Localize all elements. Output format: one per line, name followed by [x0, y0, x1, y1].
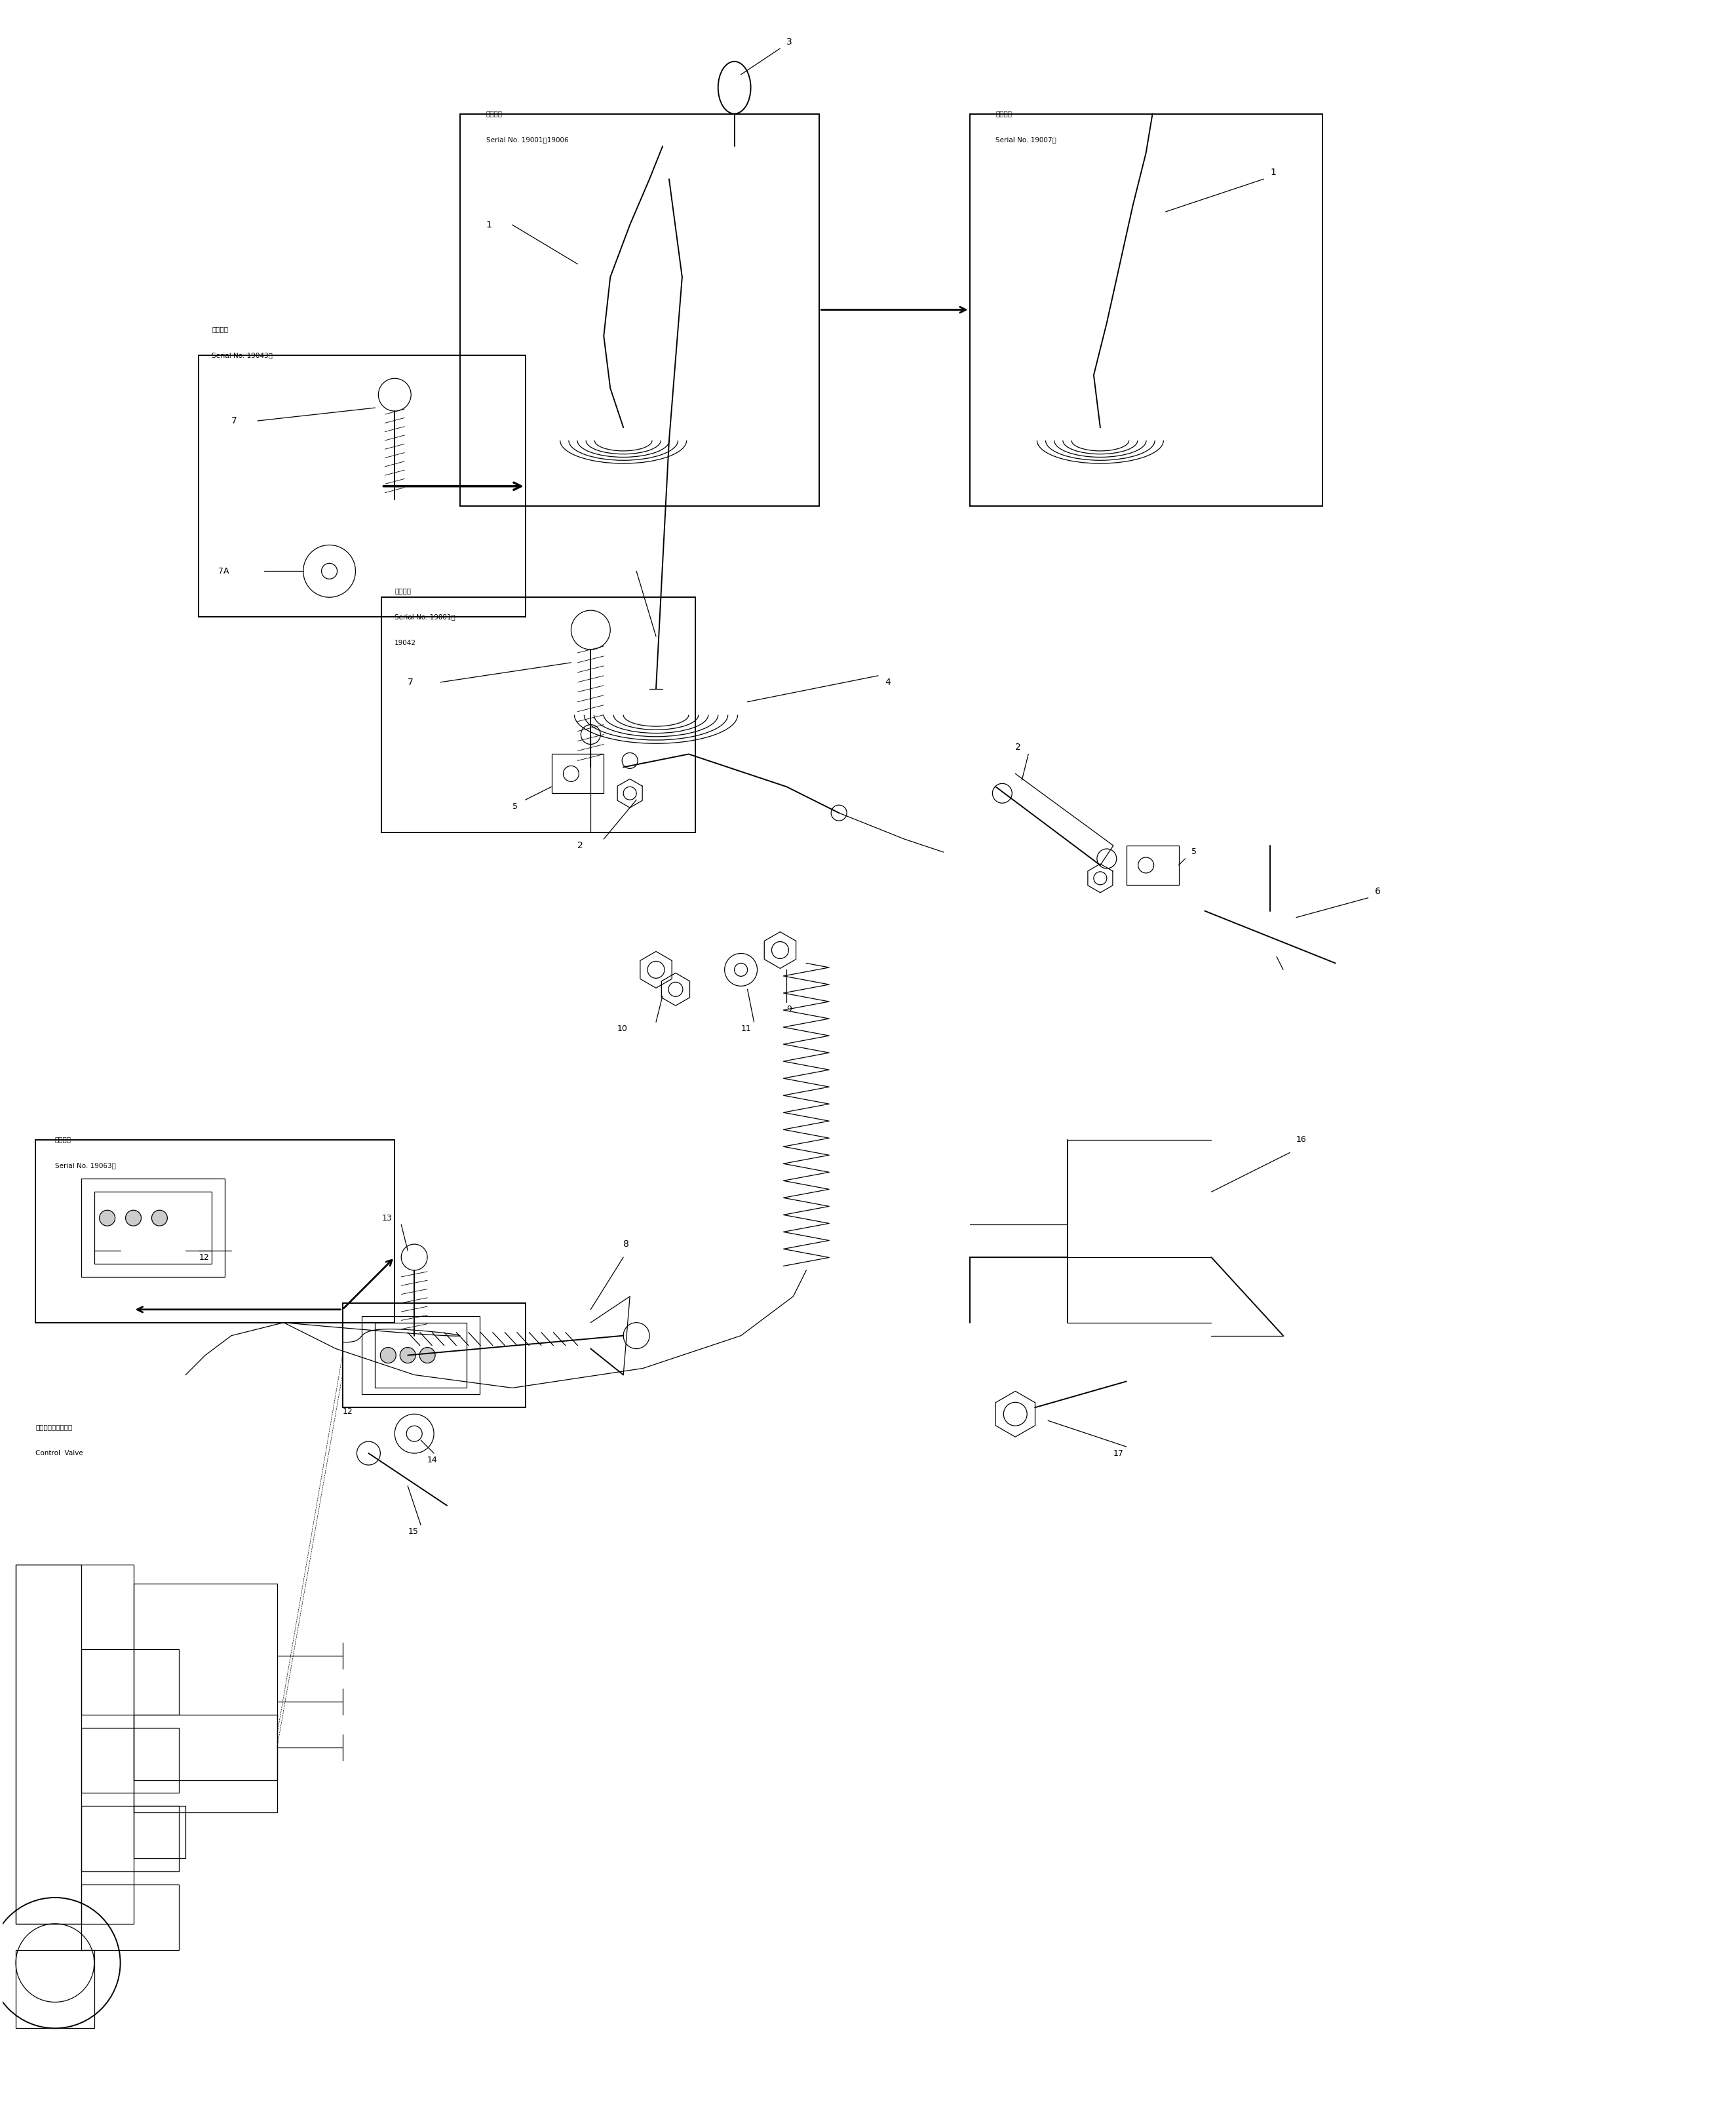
Bar [94, 1192, 212, 1264]
Text: 13: 13 [382, 1213, 392, 1222]
Text: 19042: 19042 [394, 639, 417, 646]
Text: Serial No. 19007～: Serial No. 19007～ [996, 137, 1057, 143]
Text: Serial No. 19043～: Serial No. 19043～ [212, 352, 273, 359]
Text: Serial No. 19001～: Serial No. 19001～ [394, 614, 455, 620]
Text: 17: 17 [1113, 1450, 1123, 1458]
Circle shape [420, 1348, 436, 1363]
Text: 9: 9 [786, 1004, 792, 1013]
Text: 適用号機: 適用号機 [394, 587, 411, 595]
Ellipse shape [719, 61, 750, 114]
Bar [970, 114, 1323, 506]
Bar [82, 1884, 179, 1950]
Bar [342, 1304, 526, 1407]
Text: 12: 12 [342, 1407, 352, 1416]
Bar [16, 1950, 94, 2028]
Bar [460, 114, 819, 506]
Bar [363, 1317, 479, 1395]
Bar [134, 1715, 278, 1781]
Text: 2: 2 [578, 842, 583, 850]
Text: 3: 3 [786, 38, 792, 46]
Text: Serial No. 19001～19006: Serial No. 19001～19006 [486, 137, 568, 143]
Bar [16, 1564, 82, 1924]
Text: 7A: 7A [219, 568, 229, 576]
Bar [134, 1585, 278, 1812]
Circle shape [151, 1211, 167, 1226]
Text: 6: 6 [1375, 886, 1380, 897]
Bar [82, 1806, 179, 1872]
Text: 適用号機: 適用号機 [212, 327, 227, 333]
Text: コントロールバルブ: コントロールバルブ [35, 1424, 73, 1431]
Text: 16: 16 [1297, 1135, 1307, 1144]
Text: 7: 7 [408, 677, 413, 688]
Text: 1: 1 [486, 219, 491, 230]
Circle shape [125, 1211, 141, 1226]
Text: 5: 5 [1191, 848, 1196, 857]
Bar [198, 354, 526, 616]
Text: 適用号機: 適用号機 [996, 110, 1012, 116]
Bar [82, 1728, 179, 1794]
Text: 15: 15 [408, 1528, 418, 1536]
Bar [375, 1323, 467, 1388]
Bar [82, 1650, 179, 1715]
Bar [35, 1139, 394, 1323]
Text: 8: 8 [623, 1239, 628, 1249]
Text: 4: 4 [885, 677, 891, 688]
Bar [16, 1564, 134, 1924]
Text: 5: 5 [512, 802, 517, 810]
Text: Control  Valve: Control Valve [35, 1450, 83, 1456]
Text: 適用号機: 適用号機 [56, 1137, 71, 1144]
Bar [82, 1179, 226, 1277]
Text: 12: 12 [198, 1253, 208, 1262]
Text: 適用号機: 適用号機 [486, 110, 502, 116]
Bar [134, 1806, 186, 1859]
Text: 1: 1 [1271, 169, 1276, 177]
Bar [552, 753, 604, 793]
Text: 14: 14 [427, 1456, 437, 1464]
Text: 10: 10 [616, 1023, 627, 1032]
Bar [382, 597, 694, 833]
Circle shape [99, 1211, 115, 1226]
Bar [1127, 846, 1179, 884]
Text: 7: 7 [231, 416, 238, 426]
Circle shape [380, 1348, 396, 1363]
Circle shape [399, 1348, 415, 1363]
Text: 11: 11 [741, 1023, 752, 1032]
Text: Serial No. 19063～: Serial No. 19063～ [56, 1163, 116, 1169]
Text: 2: 2 [1016, 743, 1021, 751]
